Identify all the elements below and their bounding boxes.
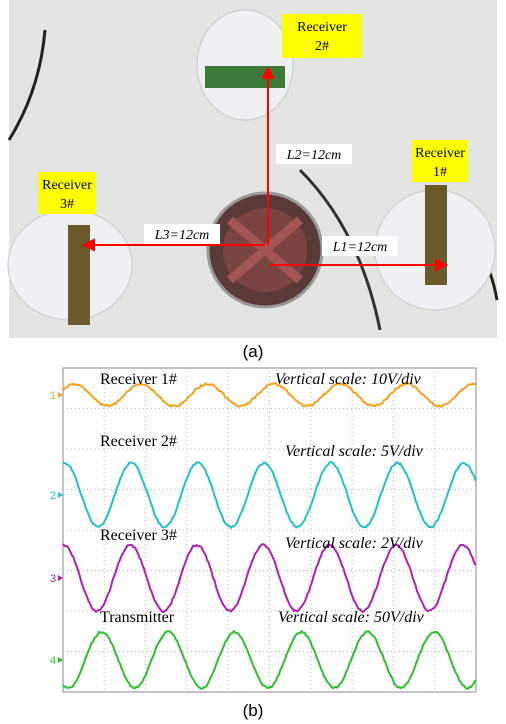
channel-marker: 2 — [50, 490, 56, 502]
trace-scale: Vertical scale: 2V/div — [285, 535, 424, 552]
trace-name: Receiver 3# — [100, 527, 177, 544]
trace-scale: Vertical scale: 5V/div — [285, 443, 424, 460]
photo: Receiver 2# Receiver 1# Receiver 3# L2=1… — [8, 0, 497, 338]
figure: Receiver 2# Receiver 1# Receiver 3# L2=1… — [0, 0, 506, 724]
channel-marker: 1 — [50, 390, 56, 402]
panel-caption: (b) — [243, 701, 264, 720]
receiver-label: Receiver — [42, 178, 92, 193]
trace-name: Receiver 2# — [100, 433, 177, 450]
length-label: L2=12cm — [286, 148, 342, 163]
channel-arrow — [58, 657, 63, 663]
trace-name: Receiver 1# — [100, 371, 177, 388]
length-label: L3=12cm — [154, 228, 210, 243]
trace-scale: Vertical scale: 10V/div — [275, 371, 422, 388]
trace-scale: Vertical scale: 50V/div — [278, 609, 425, 626]
channel-marker: 3 — [50, 573, 56, 585]
channel-marker: 4 — [50, 655, 56, 667]
receiver-label: 3# — [60, 197, 74, 212]
container — [197, 10, 293, 120]
channel-arrow — [58, 392, 63, 398]
receiver-label: Receiver — [415, 146, 465, 161]
trace-name: Transmitter — [100, 609, 175, 626]
receiver-label: 2# — [315, 39, 329, 54]
receiver-board — [68, 225, 90, 325]
channel-arrow — [58, 575, 63, 581]
length-label: L1=12cm — [332, 240, 388, 255]
page: Receiver 2# Receiver 1# Receiver 3# L2=1… — [0, 0, 506, 724]
panel-caption: (a) — [243, 342, 264, 361]
receiver-label: Receiver — [297, 20, 347, 35]
receiver-label: 1# — [433, 165, 447, 180]
channel-arrow — [58, 492, 63, 498]
